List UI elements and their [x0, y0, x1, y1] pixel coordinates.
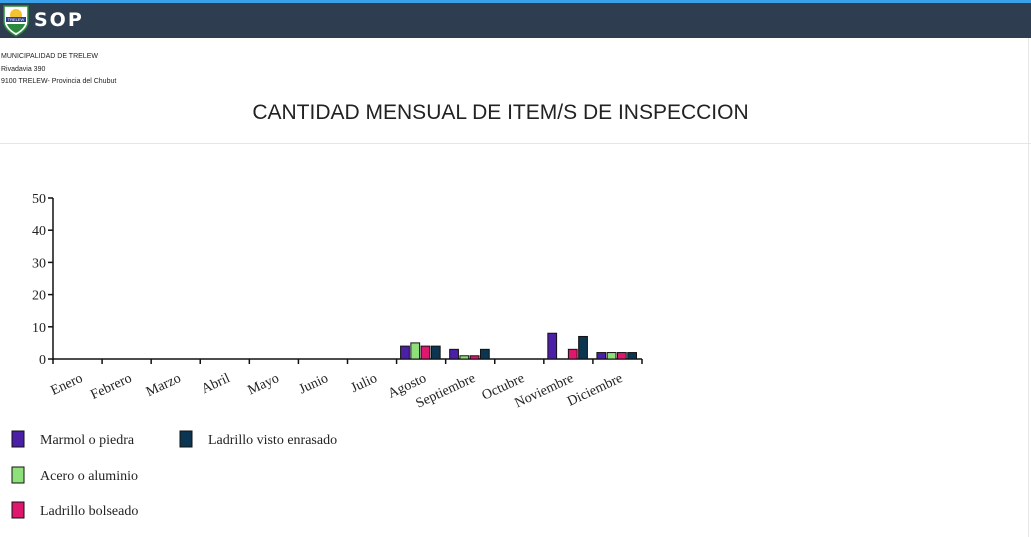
legend-swatch — [11, 430, 25, 448]
trelew-shield-logo[interactable]: TRELEW — [1, 4, 31, 38]
top-navbar: TRELEW SOP — [0, 0, 1031, 38]
bar-agosto-series-1 — [400, 345, 410, 360]
y-tick-label: 40 — [32, 224, 46, 239]
address-line-organization: MUNICIPALIDAD DE TRELEW — [1, 53, 98, 60]
page-border — [1028, 38, 1029, 537]
address-line-city: 9100 TRELEW- Provincia del Chubut — [1, 78, 117, 85]
bar-septiembre-series-3 — [469, 355, 480, 360]
x-category-label: Diciembre — [565, 371, 625, 410]
legend-swatch — [179, 430, 193, 448]
y-tick-label: 30 — [32, 256, 46, 271]
legend-swatch — [11, 466, 25, 484]
bar-septiembre-series-4 — [479, 348, 490, 360]
report-title: CANTIDAD MENSUAL DE ITEM/S DE INSPECCION — [252, 101, 749, 124]
x-category-label: Febrero — [89, 371, 135, 403]
x-category-label: Julio — [349, 371, 380, 396]
y-tick-label: 50 — [32, 192, 46, 207]
legend-label: Marmol o piedra — [40, 433, 135, 448]
legend-label: Acero o aluminio — [40, 469, 138, 484]
legend-label: Ladrillo bolseado — [40, 504, 138, 519]
chart-legend: Marmol o piedra Acero o aluminio Ladrillo … — [11, 430, 337, 519]
bar-agosto-series-4 — [430, 345, 441, 360]
legend-swatch — [11, 501, 25, 519]
address-line-street: Rivadavia 390 — [1, 65, 46, 73]
bar-noviembre-series-1 — [547, 332, 558, 360]
bar-septiembre-series-2 — [459, 355, 470, 360]
bar-diciembre-series-4 — [627, 352, 638, 360]
legend-label: Ladrillo visto enrasado — [208, 433, 337, 448]
address-block: MUNICIPALIDAD DE TRELEW Rivadavia 390 91… — [1, 51, 116, 89]
monthly-inspection-bar-chart: 0 10 20 30 40 50 Enero Febrero Marzo Abril Mayo Ju… — [11, 192, 643, 519]
y-tick-label: 10 — [32, 321, 46, 336]
bar-noviembre-series-4 — [578, 335, 588, 360]
y-tick-label: 20 — [32, 289, 46, 304]
bar-noviembre-series-3 — [567, 348, 578, 360]
chart-x-labels: Enero Febrero Marzo Abril Mayo Junio Julio Agos… — [49, 371, 626, 412]
bar-septiembre-series-1 — [449, 348, 459, 360]
chart-bars — [400, 332, 638, 360]
bar-diciembre-series-1 — [596, 352, 607, 360]
app-title[interactable]: SOP — [34, 9, 84, 31]
x-category-label: Marzo — [144, 371, 183, 400]
title-divider — [0, 143, 1031, 144]
bar-diciembre-series-2 — [606, 352, 617, 360]
x-category-label: Junio — [297, 371, 331, 397]
bar-agosto-series-3 — [420, 345, 431, 360]
x-category-label: Mayo — [246, 371, 282, 398]
x-category-label: Abril — [199, 371, 232, 397]
bar-agosto-series-2 — [410, 342, 421, 360]
bar-diciembre-series-3 — [616, 352, 627, 360]
logo-text: TRELEW — [8, 17, 25, 22]
x-category-label: Enero — [49, 371, 86, 399]
chart-axes: 0 10 20 30 40 50 — [32, 192, 643, 368]
y-tick-label: 0 — [39, 353, 46, 368]
